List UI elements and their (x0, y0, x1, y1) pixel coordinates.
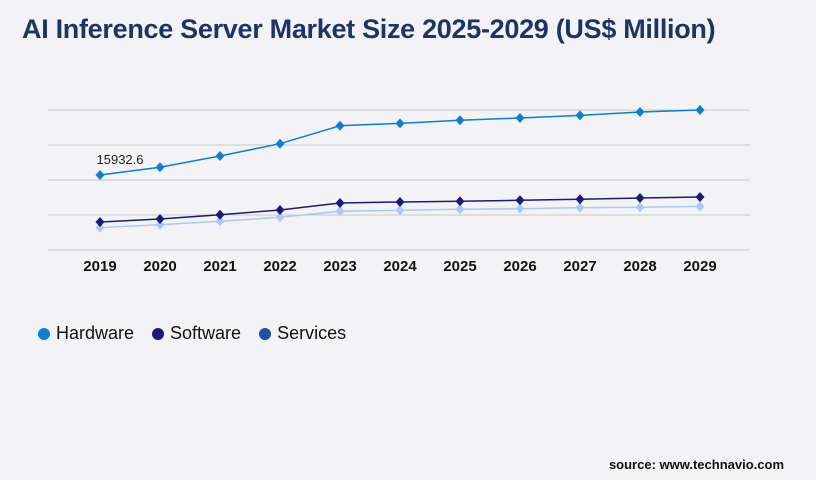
data-point-services (215, 216, 225, 227)
chart-title: AI Inference Server Market Size 2025-202… (22, 14, 716, 44)
data-point-services (275, 212, 285, 223)
legend-label: Software (170, 323, 242, 343)
data-point-hardware (335, 120, 345, 131)
legend-item-hardware: Hardware (38, 323, 134, 344)
data-point-software (335, 198, 345, 209)
data-point-software (395, 196, 405, 207)
data-point-software (635, 192, 645, 203)
data-point-software (95, 216, 105, 227)
data-point-hardware (155, 162, 165, 173)
data-point-hardware (455, 115, 465, 126)
data-point-services (515, 203, 525, 214)
data-point-services (455, 204, 465, 215)
x-tick-label: 2027 (563, 258, 596, 275)
data-point-hardware (695, 105, 705, 115)
x-tick-label: 2023 (323, 258, 356, 275)
line-chart: 2019 2020 2021 2022 2023 2024 2025 2026 2027 2028… (48, 105, 750, 275)
x-tick-label: 2025 (443, 258, 476, 275)
data-point-services (635, 202, 645, 213)
data-point-software (695, 191, 705, 202)
data-label: 15932.6 (97, 152, 144, 167)
data-point-software (215, 209, 225, 220)
data-point-hardware (215, 150, 225, 161)
x-tick-label: 2029 (683, 258, 716, 275)
x-tick-label: 2026 (503, 258, 536, 275)
data-point-hardware (515, 113, 525, 124)
legend-item-services: Services (259, 323, 346, 344)
data-point-services (155, 219, 165, 230)
data-point-software (275, 204, 285, 215)
x-tick-label: 2022 (263, 258, 296, 275)
data-point-services (395, 205, 405, 216)
data-point-hardware (95, 169, 105, 180)
legend-marker-icon (259, 327, 272, 340)
x-tick-label: 2019 (83, 258, 116, 275)
data-point-software (575, 194, 585, 205)
legend-marker-icon (38, 327, 50, 340)
data-point-hardware (575, 110, 585, 121)
legend-label: Services (277, 323, 347, 343)
data-point-hardware (395, 118, 405, 129)
data-point-services (575, 202, 585, 213)
data-point-software (515, 195, 525, 206)
legend-marker-icon (152, 327, 165, 340)
data-point-hardware (275, 138, 285, 149)
legend: Hardware Software Services (38, 323, 346, 344)
data-point-hardware (635, 107, 645, 118)
source-text: source: www.technavio.com (608, 457, 784, 472)
data-point-services (335, 206, 345, 217)
x-tick-label: 2028 (623, 258, 656, 275)
x-tick-label: 2021 (203, 258, 236, 275)
x-tick-label: 2024 (383, 258, 417, 275)
data-point-services (95, 222, 105, 233)
legend-label: Hardware (56, 323, 135, 343)
data-point-software (155, 213, 165, 224)
x-tick-label: 2020 (143, 258, 176, 275)
data-point-services (695, 201, 705, 212)
data-point-software (455, 196, 465, 207)
legend-item-software: Software (152, 323, 241, 344)
